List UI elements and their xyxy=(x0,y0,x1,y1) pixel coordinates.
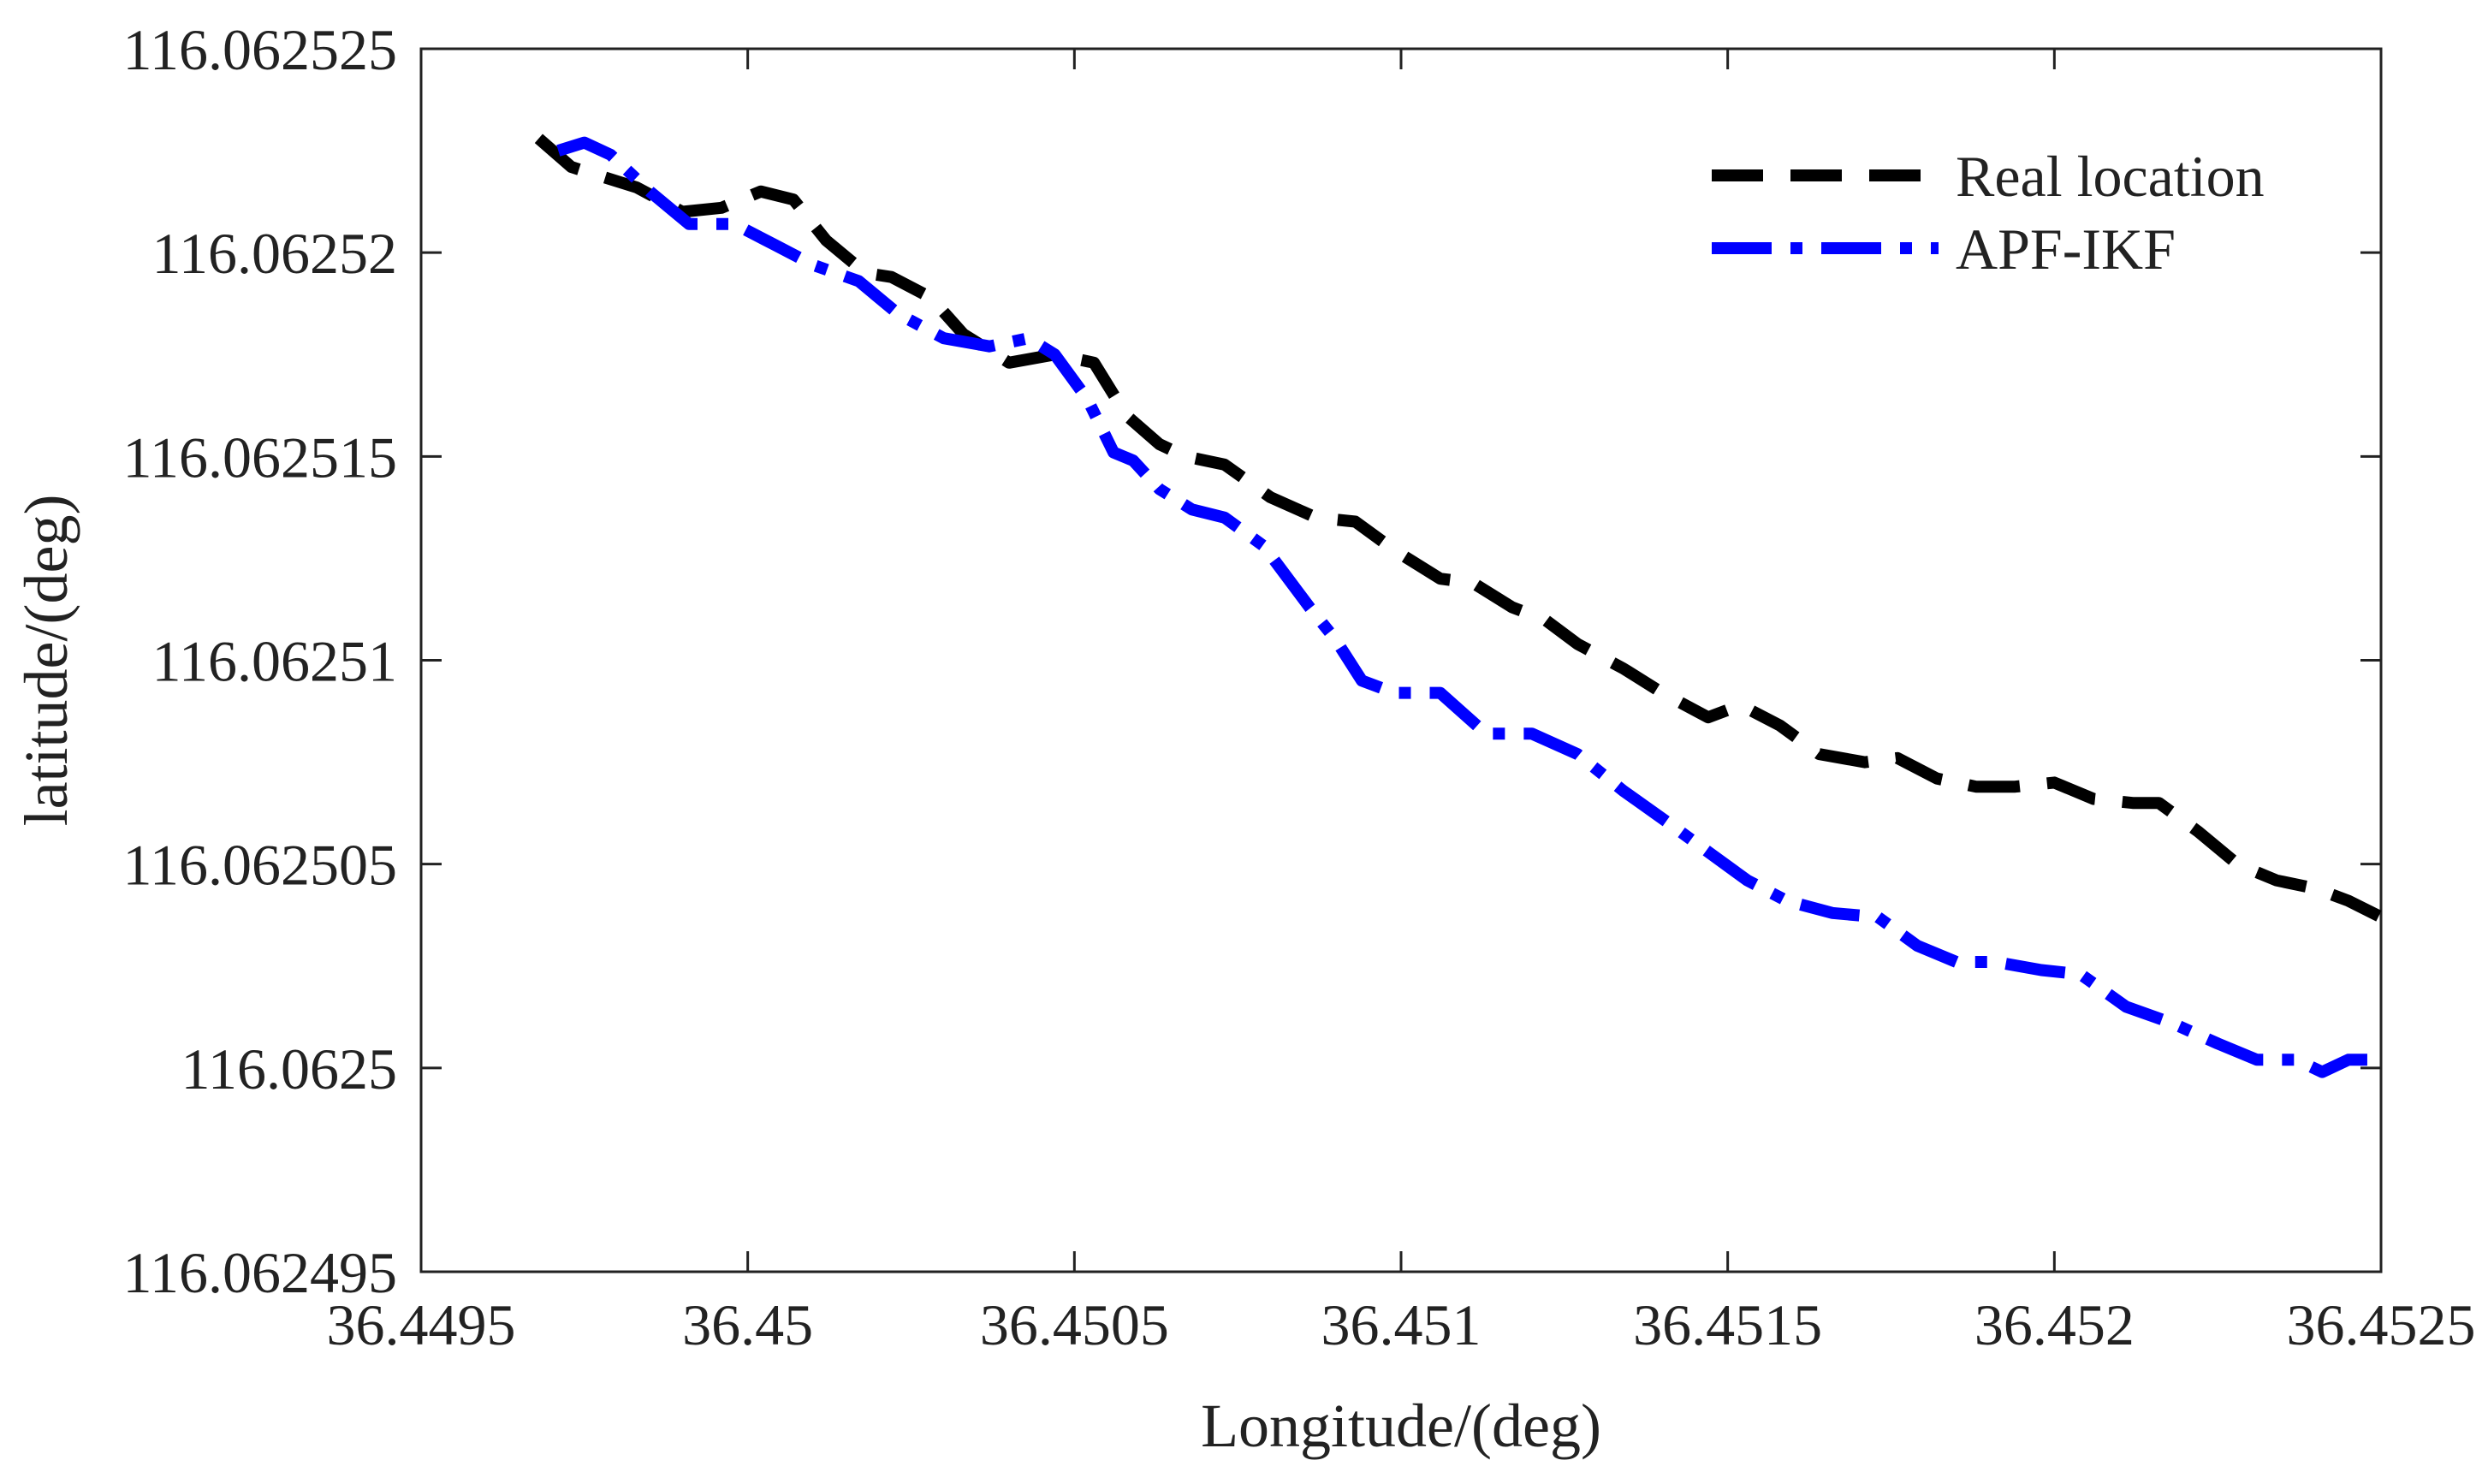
x-tick-label: 36.451 xyxy=(1321,1292,1482,1357)
plot-area: 36.4495 36.45 36.4505 36.451 36.4515 36.452 36… xyxy=(123,17,2476,1357)
x-tick-label: 36.4505 xyxy=(980,1292,1169,1357)
legend: Real location APF-IKF xyxy=(1712,144,2265,282)
x-tick-label: 36.4515 xyxy=(1633,1292,1822,1357)
y-tick-label: 116.062525 xyxy=(123,17,397,82)
x-tick-label: 36.45 xyxy=(682,1292,813,1357)
x-tick-label: 36.4525 xyxy=(2287,1292,2476,1357)
y-axis-label: latitude/(deg) xyxy=(12,495,80,827)
series-line-apf-ikf xyxy=(556,136,2381,1078)
y-tick-label: 116.062515 xyxy=(123,424,397,490)
y-tick-label: 116.062505 xyxy=(123,833,397,898)
legend-label: Real location xyxy=(1956,144,2265,209)
y-tick-label: 116.06252 xyxy=(152,221,397,286)
x-axis-ticks: 36.4495 36.45 36.4505 36.451 36.4515 36.452 36… xyxy=(327,49,2476,1357)
x-tick-label: 36.452 xyxy=(1974,1292,2135,1357)
series-layer xyxy=(534,134,2384,1078)
y-axis-ticks: 116.062495 116.0625 116.062505 116.06251 116… xyxy=(123,17,2381,1305)
series-line-real-location xyxy=(534,134,2384,923)
x-tick-label: 36.4495 xyxy=(327,1292,516,1357)
legend-label: APF-IKF xyxy=(1956,217,2176,282)
y-tick-label: 116.0625 xyxy=(181,1036,397,1101)
x-axis-label: Longitude/(deg) xyxy=(1201,1392,1601,1460)
y-tick-label: 116.062495 xyxy=(123,1240,397,1305)
y-tick-label: 116.06251 xyxy=(152,629,397,694)
